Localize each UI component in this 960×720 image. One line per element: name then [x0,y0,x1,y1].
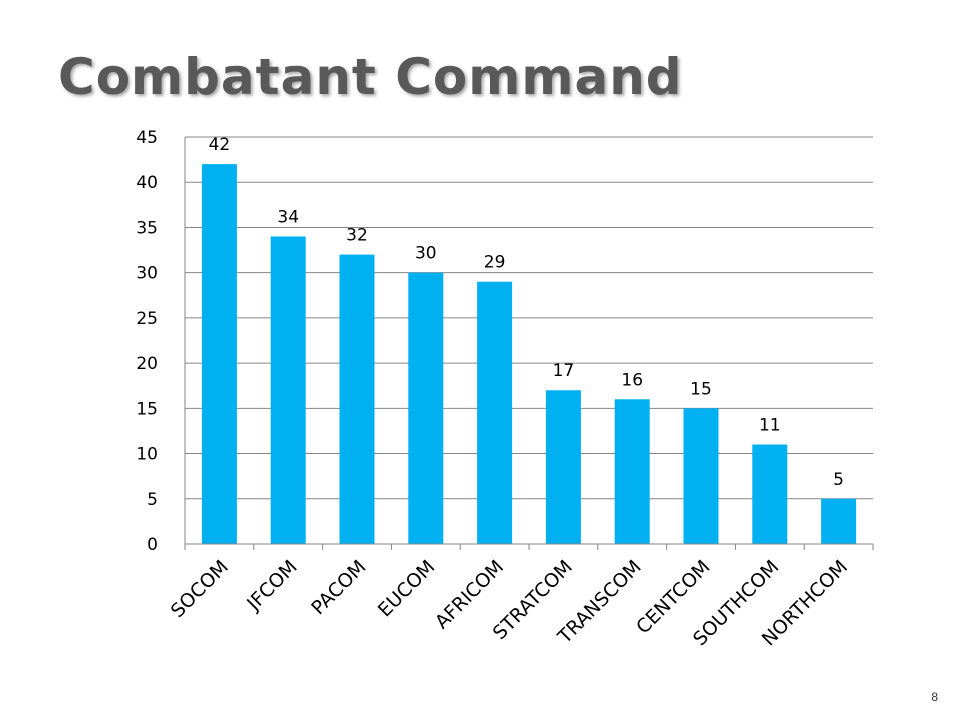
data-labels: 42 34 32 30 29 17 16 15 11 5 [209,135,844,490]
data-label: 11 [759,416,781,436]
bar-transcom [614,399,650,544]
y-tick-label: 15 [136,399,158,419]
bar-northcom [821,498,857,544]
data-label: 15 [690,379,712,399]
x-axis-category-labels: SOCOM JFCOM PACOM EUCOMAFRICOMSTRATCOMTRANS… [167,556,852,650]
data-label: 42 [209,135,231,155]
bar-centcom [683,408,719,544]
bar-southcom [752,444,788,544]
y-tick-label: 20 [136,354,158,374]
category-label: JFCOM [242,556,302,616]
bar-stratcom [545,390,581,544]
slide-title: Combatant Command [58,48,683,106]
bars [201,164,857,545]
slide-number: 8 [931,690,938,704]
y-tick-label: 45 [136,128,158,148]
bar-pacom [339,254,375,545]
y-tick-label: 25 [136,309,158,329]
data-label: 30 [415,244,437,264]
bar-eucom [408,272,444,544]
y-tick-label: 40 [136,173,158,193]
category-label: SOCOM [167,556,233,622]
data-label: 16 [621,370,643,390]
bar-africom [477,281,513,544]
category-label: EUCOM [374,556,439,621]
y-tick-label: 0 [147,535,158,555]
axes [184,137,874,550]
bar-socom [201,164,237,544]
y-tick-label: 5 [147,490,158,510]
data-label: 17 [553,361,575,381]
y-axis-tick-labels: 0 5 10 15 20 25 30 35 40 45 [136,128,158,555]
data-label: 29 [484,253,506,273]
category-label: PACOM [307,556,370,619]
y-tick-label: 10 [136,445,158,465]
data-label: 32 [346,226,368,246]
bar-jfcom [270,236,306,544]
y-tick-label: 30 [136,264,158,284]
data-label: 5 [833,470,844,490]
y-tick-label: 35 [136,218,158,238]
data-label: 34 [277,207,299,227]
